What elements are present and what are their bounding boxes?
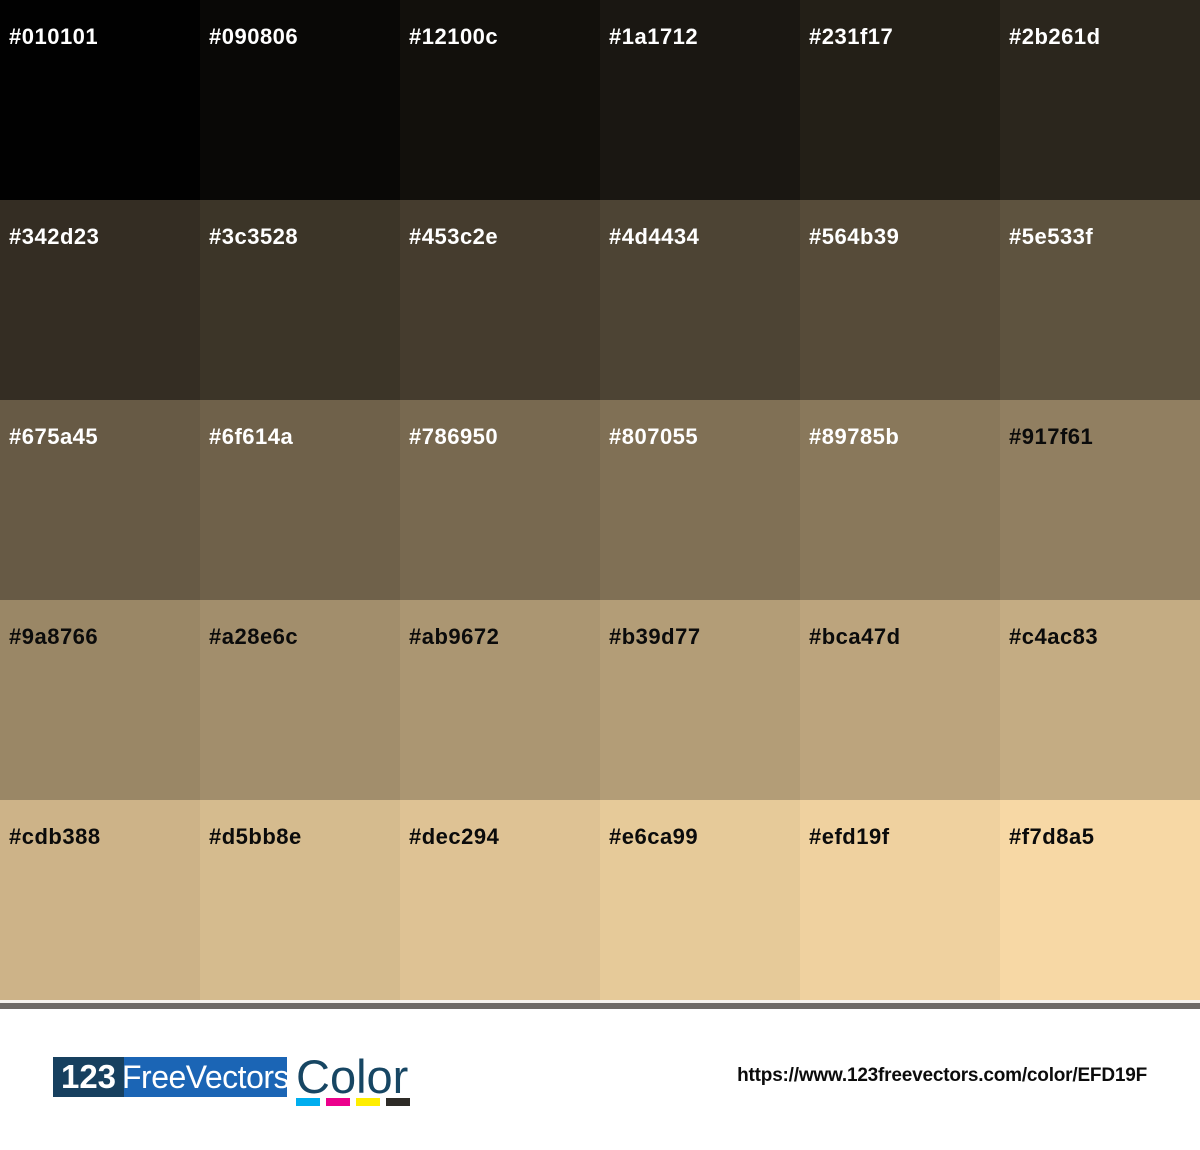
cmyk-bar [296,1098,320,1106]
swatch-hex-label: #5e533f [1009,224,1094,249]
footer: 123 FreeVectors Color https://www.123fre… [0,1009,1200,1150]
swatch-cell[interactable]: #efd19f [800,800,1000,1000]
logo-freevectors-badge: FreeVectors [122,1057,290,1097]
swatch-cell[interactable]: #564b39 [800,200,1000,400]
swatch-hex-label: #453c2e [409,224,499,249]
color-palette-grid: #010101 #090806 #12100c #1a1712 #231f17 #2b26… [0,0,1200,1000]
divider-light-strip [0,1000,1200,1003]
cmyk-bars [296,1098,410,1106]
swatch-hex-label: #675a45 [9,424,99,449]
brand-logo[interactable]: 123 FreeVectors Color [53,1050,410,1106]
swatch-cell[interactable]: #4d4434 [600,200,800,400]
swatch-cell[interactable]: #9a8766 [0,600,200,800]
swatch-hex-label: #12100c [409,24,499,49]
swatch-cell[interactable]: #342d23 [0,200,200,400]
swatch-hex-label: #e6ca99 [609,824,699,849]
swatch-hex-label: #090806 [209,24,299,49]
swatch-cell[interactable]: #f7d8a5 [1000,800,1200,1000]
logo-color-block: Color [296,1050,410,1106]
swatch-cell[interactable]: #3c3528 [200,200,400,400]
swatch-cell[interactable]: #786950 [400,400,600,600]
swatch-hex-label: #917f61 [1009,424,1094,449]
swatch-hex-label: #4d4434 [609,224,700,249]
logo-123-badge: 123 [53,1057,124,1097]
swatch-cell[interactable]: #bca47d [800,600,1000,800]
swatch-hex-label: #3c3528 [209,224,299,249]
cmyk-bar [386,1098,410,1106]
swatch-hex-label: #786950 [409,424,499,449]
swatch-hex-label: #b39d77 [609,624,701,649]
swatch-hex-label: #2b261d [1009,24,1101,49]
swatch-cell[interactable]: #d5bb8e [200,800,400,1000]
swatch-hex-label: #c4ac83 [1009,624,1099,649]
swatch-hex-label: #89785b [809,424,900,449]
swatch-hex-label: #d5bb8e [209,824,302,849]
cmyk-bar [356,1098,380,1106]
swatch-hex-label: #564b39 [809,224,900,249]
swatch-cell[interactable]: #1a1712 [600,0,800,200]
swatch-hex-label: #cdb388 [9,824,101,849]
swatch-hex-label: #807055 [609,424,699,449]
swatch-cell[interactable]: #dec294 [400,800,600,1000]
swatch-hex-label: #231f17 [809,24,894,49]
swatch-cell[interactable]: #ab9672 [400,600,600,800]
swatch-cell[interactable]: #12100c [400,0,600,200]
swatch-hex-label: #f7d8a5 [1009,824,1095,849]
swatch-cell[interactable]: #e6ca99 [600,800,800,1000]
swatch-cell[interactable]: #010101 [0,0,200,200]
swatch-cell[interactable]: #5e533f [1000,200,1200,400]
swatch-cell[interactable]: #c4ac83 [1000,600,1200,800]
swatch-hex-label: #1a1712 [609,24,699,49]
swatch-hex-label: #efd19f [809,824,890,849]
cmyk-bar [326,1098,350,1106]
swatch-cell[interactable]: #2b261d [1000,0,1200,200]
swatch-hex-label: #bca47d [809,624,901,649]
swatch-cell[interactable]: #917f61 [1000,400,1200,600]
swatch-cell[interactable]: #090806 [200,0,400,200]
swatch-hex-label: #dec294 [409,824,500,849]
swatch-hex-label: #a28e6c [209,624,299,649]
logo-color-text: Color [296,1050,409,1103]
swatch-cell[interactable]: #b39d77 [600,600,800,800]
swatch-cell[interactable]: #807055 [600,400,800,600]
swatch-cell[interactable]: #453c2e [400,200,600,400]
swatch-hex-label: #342d23 [9,224,100,249]
swatch-hex-label: #ab9672 [409,624,500,649]
swatch-cell[interactable]: #cdb388 [0,800,200,1000]
swatch-hex-label: #010101 [9,24,99,49]
swatch-cell[interactable]: #6f614a [200,400,400,600]
swatch-hex-label: #9a8766 [9,624,99,649]
page-url-text: https://www.123freevectors.com/color/EFD… [737,1065,1147,1086]
swatch-hex-label: #6f614a [209,424,294,449]
swatch-cell[interactable]: #675a45 [0,400,200,600]
swatch-cell[interactable]: #a28e6c [200,600,400,800]
divider-dark-bar [0,1003,1200,1009]
swatch-cell[interactable]: #231f17 [800,0,1000,200]
swatch-cell[interactable]: #89785b [800,400,1000,600]
